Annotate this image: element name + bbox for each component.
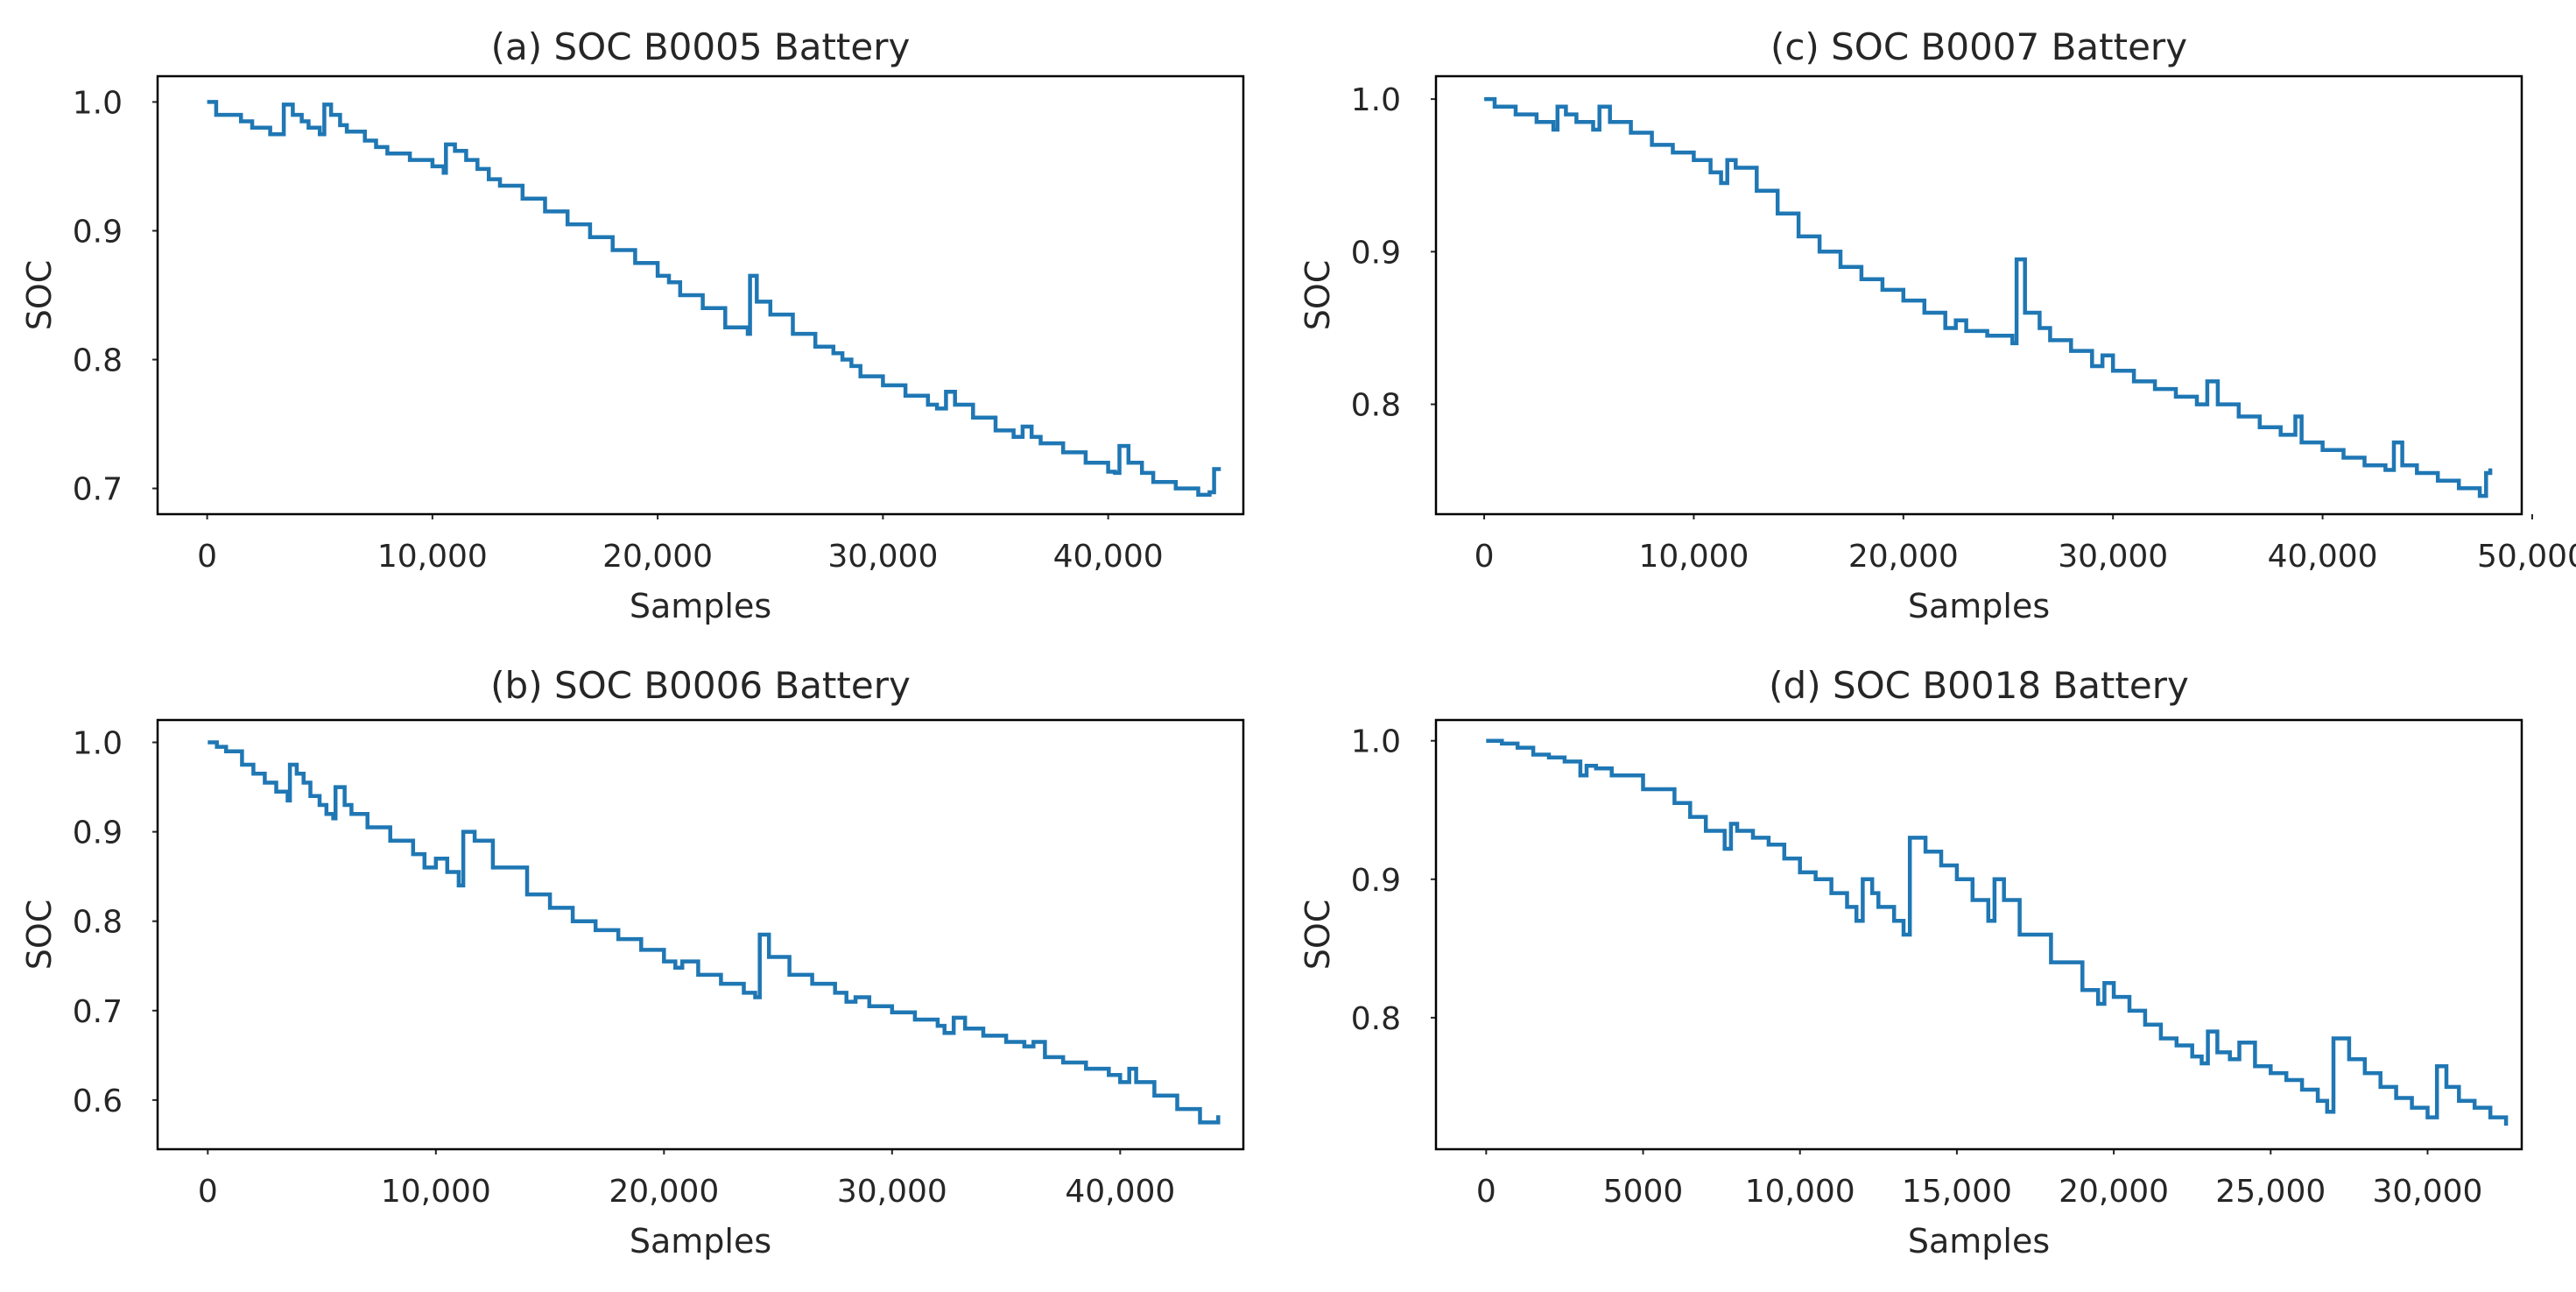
x-tick-label: 20,000 <box>1848 539 1959 575</box>
x-axis-label: Samples <box>1908 1222 2050 1260</box>
x-tick-label: 30,000 <box>827 539 938 575</box>
x-axis-label: Samples <box>1908 587 2050 625</box>
y-tick-label: 1.0 <box>1351 724 1401 760</box>
series-line <box>207 100 1221 498</box>
y-tick-label: 0.8 <box>73 905 123 941</box>
chart-title: (a) SOC B0005 Battery <box>491 25 911 68</box>
x-tick-label: 40,000 <box>1053 539 1164 575</box>
x-axis-label: Samples <box>630 587 771 625</box>
ticks-group: 0 10,000 20,000 30,000 40,000 50,000 0.8 0.9 1.0 <box>1351 82 2576 575</box>
ticks-group: 0 10,000 20,000 30,000 40,000 0.6 0.7 0.8 0.9 1.0 <box>73 726 1176 1210</box>
y-tick-label: 0.9 <box>1351 863 1401 899</box>
x-tick-label: 0 <box>197 539 217 575</box>
x-tick-label: 5000 <box>1603 1174 1684 1210</box>
y-axis-label: SOC <box>20 260 59 331</box>
y-tick-label: 0.8 <box>1351 388 1401 424</box>
y-tick-label: 1.0 <box>73 726 123 762</box>
x-tick-label: 40,000 <box>2268 539 2378 575</box>
y-tick-label: 0.7 <box>73 994 123 1030</box>
x-tick-label: 20,000 <box>2059 1174 2169 1210</box>
y-tick-label: 0.7 <box>73 472 123 508</box>
plot-frame <box>156 74 1245 516</box>
y-axis-label: SOC <box>1299 260 1337 331</box>
chart-title: (c) SOC B0007 Battery <box>1770 25 2187 68</box>
y-tick-label: 0.8 <box>1351 1001 1401 1037</box>
chart-panel-c: (c) SOC B0007 Battery Samples SOC 0 10,00… <box>1299 25 2576 625</box>
y-axis-label: SOC <box>1299 900 1337 971</box>
x-tick-label: 10,000 <box>1745 1174 1855 1210</box>
x-tick-label: 15,000 <box>1902 1174 2012 1210</box>
series-line <box>1486 738 2509 1126</box>
x-tick-label: 10,000 <box>1638 539 1749 575</box>
x-tick-label: 20,000 <box>602 539 713 575</box>
y-tick-label: 0.9 <box>73 815 123 851</box>
y-tick-label: 0.9 <box>1351 235 1401 271</box>
chart-panel-b: (b) SOC B0006 Battery Samples SOC 0 10,00… <box>20 664 1245 1260</box>
chart-panel-a: (a) SOC B0005 Battery Samples SOC 0 10,00… <box>20 25 1245 625</box>
chart-title: (d) SOC B0018 Battery <box>1769 664 2189 707</box>
x-tick-label: 20,000 <box>609 1174 719 1210</box>
plot-frame <box>1434 718 2523 1151</box>
x-tick-label: 25,000 <box>2215 1174 2326 1210</box>
x-tick-label: 30,000 <box>2058 539 2168 575</box>
y-tick-label: 0.9 <box>73 214 123 250</box>
chart-panel-d: (d) SOC B0018 Battery Samples SOC 0 5000 1… <box>1299 664 2523 1260</box>
y-tick-label: 0.8 <box>73 343 123 379</box>
ticks-group: 0 10,000 20,000 30,000 40,000 0.7 0.8 0.9 1.0 <box>73 85 1164 575</box>
y-tick-label: 0.6 <box>73 1084 123 1119</box>
plot-frame <box>1434 74 2523 516</box>
x-tick-label: 40,000 <box>1065 1174 1175 1210</box>
chart-title: (b) SOC B0006 Battery <box>490 664 911 707</box>
x-axis-label: Samples <box>630 1222 771 1260</box>
series-line <box>1484 96 2493 498</box>
x-tick-label: 30,000 <box>2373 1174 2483 1210</box>
plot-frame <box>156 718 1245 1151</box>
x-tick-label: 30,000 <box>837 1174 947 1210</box>
x-tick-label: 10,000 <box>381 1174 491 1210</box>
ticks-group: 0 5000 10,000 15,000 20,000 25,000 30,000 0.8 0.… <box>1351 724 2483 1210</box>
y-tick-label: 1.0 <box>1351 82 1401 118</box>
x-tick-label: 50,000 <box>2477 539 2576 575</box>
series-line <box>208 740 1221 1125</box>
y-tick-label: 1.0 <box>73 85 123 121</box>
x-tick-label: 0 <box>198 1174 218 1210</box>
y-axis-label: SOC <box>20 900 59 971</box>
x-tick-label: 10,000 <box>377 539 488 575</box>
x-tick-label: 0 <box>1476 1174 1496 1210</box>
x-tick-label: 0 <box>1475 539 1495 575</box>
